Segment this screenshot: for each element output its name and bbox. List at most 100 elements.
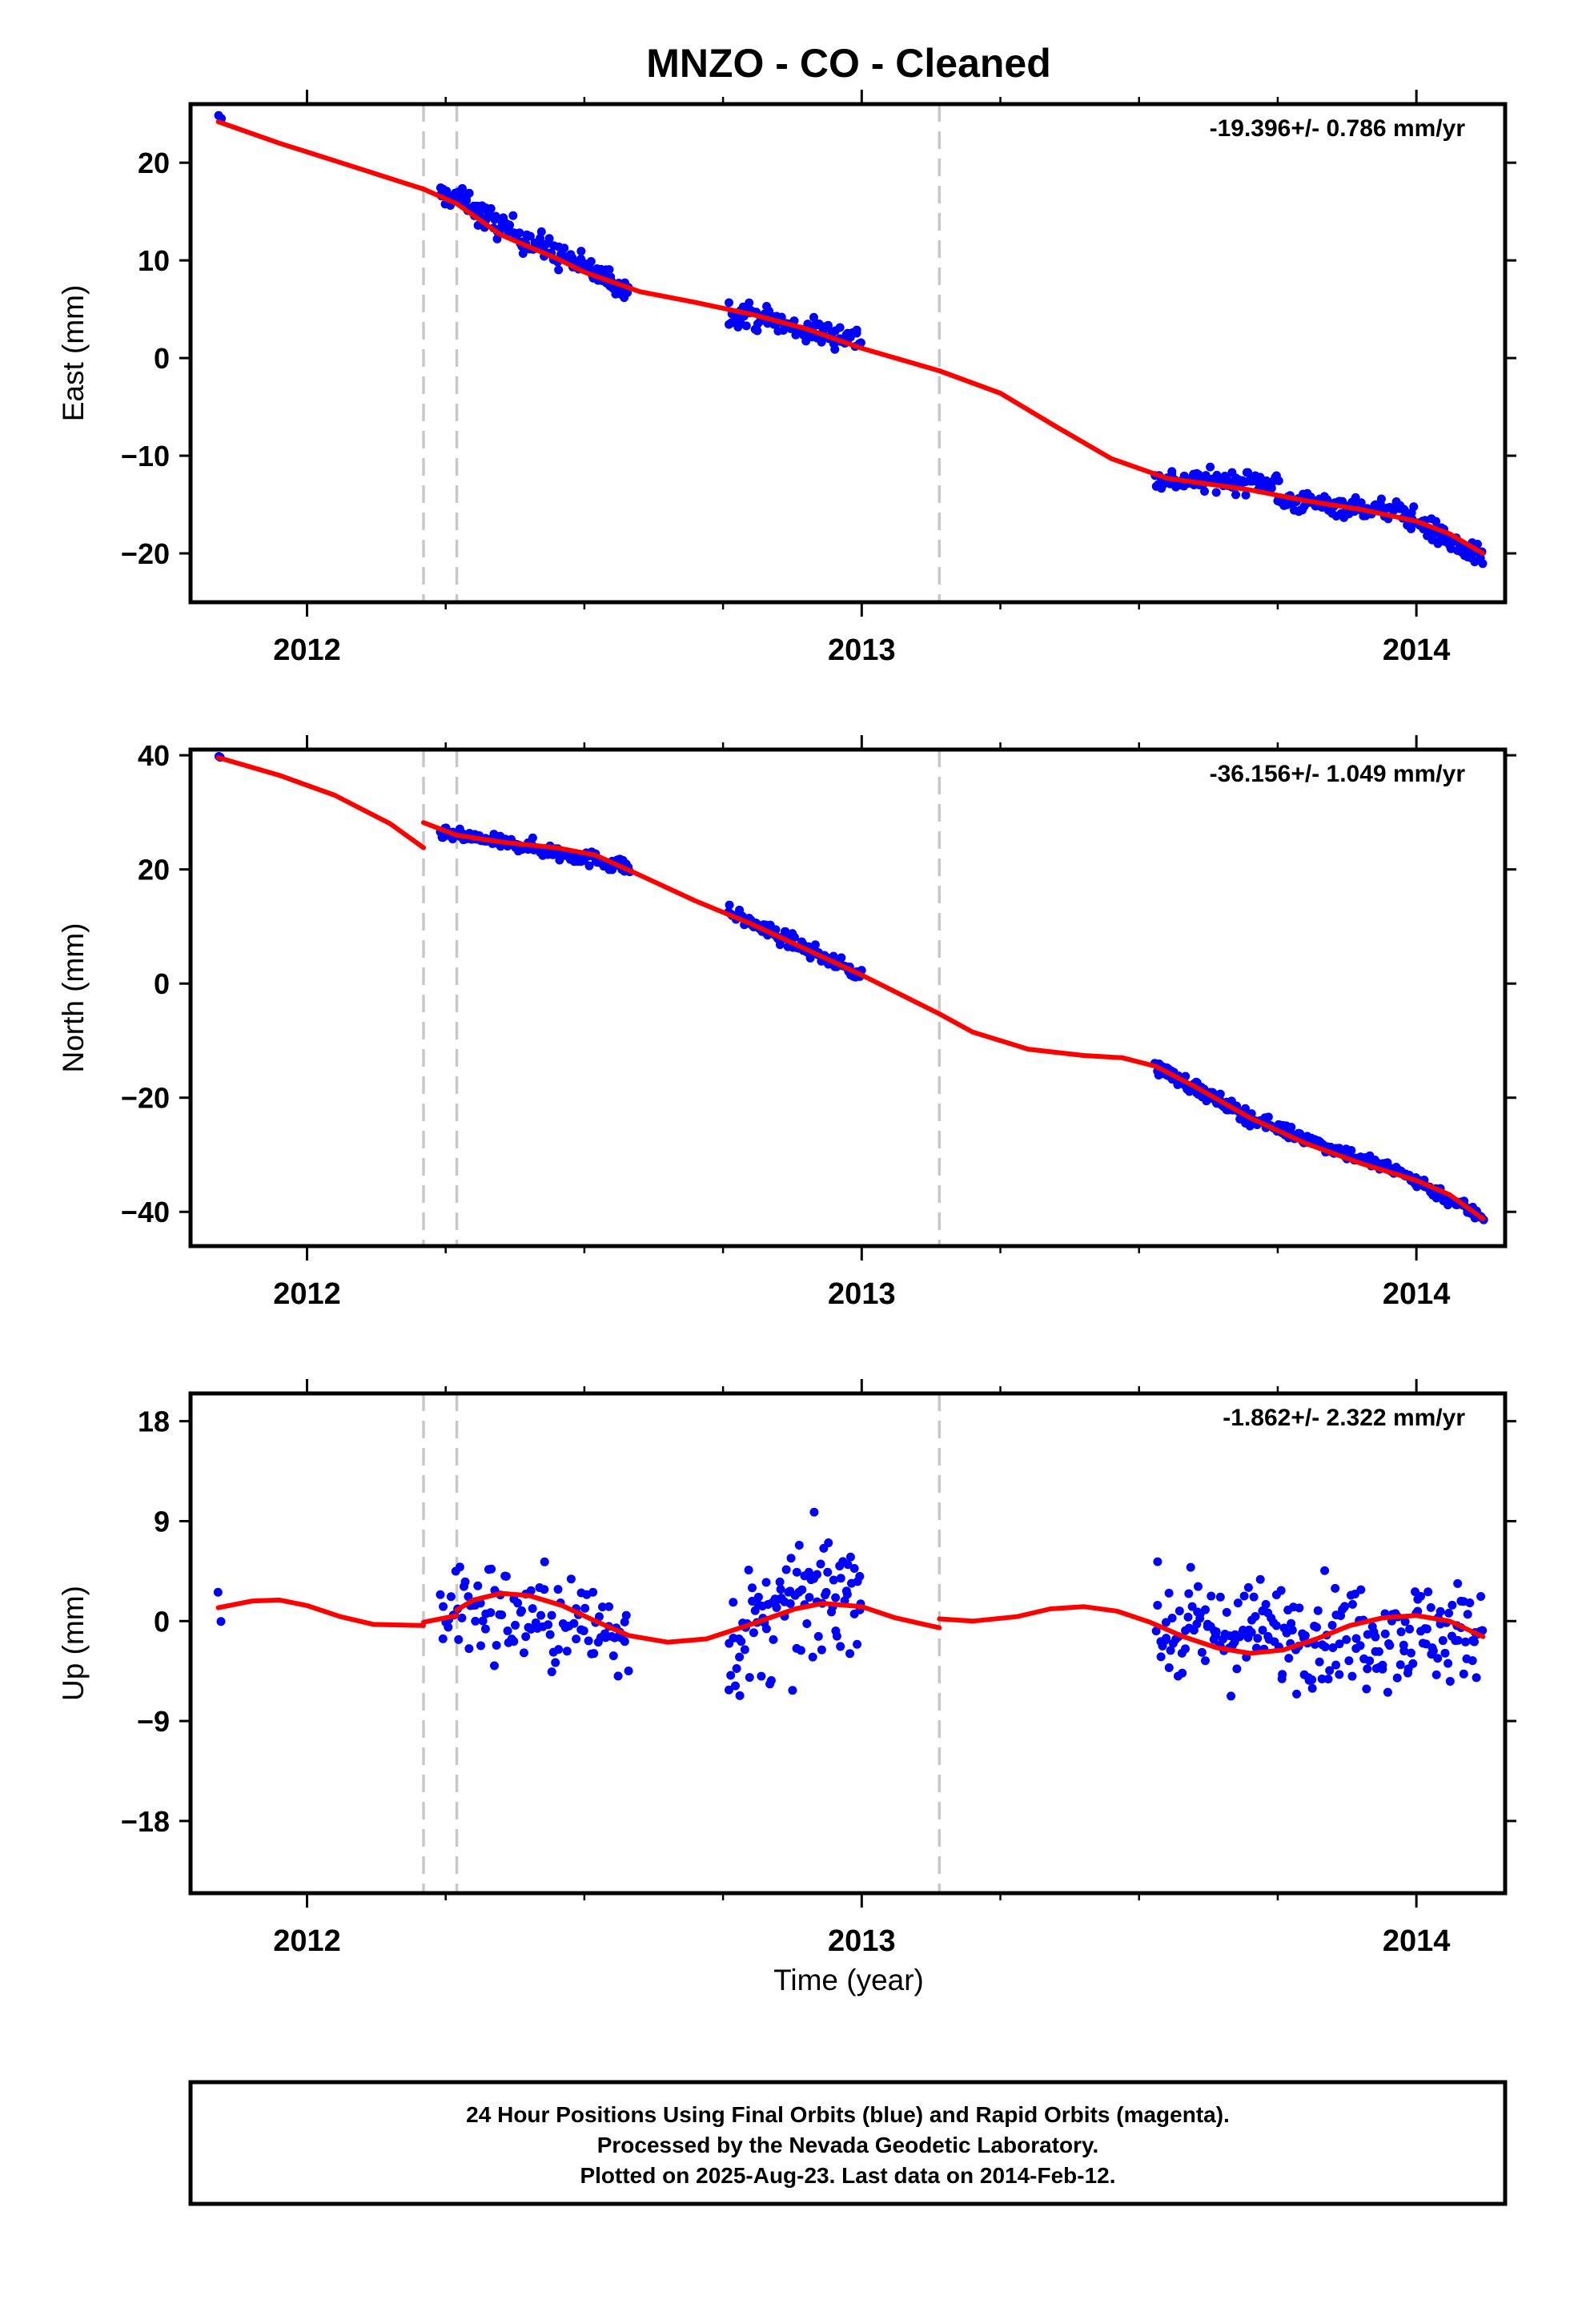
data-point [748,1583,757,1593]
data-point [1478,1626,1488,1635]
data-point [497,1610,507,1619]
data-point [842,1590,852,1599]
y-tick-label: −18 [121,1805,170,1838]
data-point [1164,1588,1174,1598]
data-point [1153,1557,1162,1566]
data-point [1249,1592,1259,1602]
data-point [1476,1592,1486,1602]
data-point [1426,1602,1435,1612]
data-points [213,1507,1488,1701]
data-point [489,1661,499,1671]
data-point [508,211,518,220]
data-point [1365,1656,1375,1666]
data-point [473,1581,483,1590]
data-point [1468,1656,1477,1666]
data-point [845,1552,855,1562]
data-point [725,298,734,308]
data-point [1186,1562,1195,1572]
data-point [526,1586,536,1595]
data-point [1233,1598,1243,1608]
data-point [725,1685,734,1695]
data-point [566,1574,576,1584]
data-point [487,1564,496,1574]
data-point [1193,1582,1203,1591]
data-point [464,188,474,198]
data-point [749,1628,758,1638]
data-point [509,1637,519,1647]
data-point [1200,486,1210,496]
data-point [1363,1664,1372,1674]
data-point [547,1667,556,1677]
data-point [1356,1585,1366,1594]
model-segment-0 [215,755,426,850]
data-point [1383,1687,1392,1697]
data-point [486,203,496,213]
rate-annotation: -36.156+/- 1.049 mm/yr [1210,761,1466,787]
data-point [843,1560,853,1570]
y-tick-label: −20 [121,1082,170,1115]
y-tick-label: 10 [138,244,170,277]
data-point [810,940,820,950]
data-point [1459,1669,1468,1679]
data-point [216,1617,226,1626]
data-point [1215,1592,1225,1602]
data-point [1239,1591,1249,1601]
data-point [745,1673,754,1683]
data-point [457,1613,467,1622]
data-point [1422,1624,1431,1634]
data-point [726,1671,736,1680]
model-segment-2 [454,201,942,373]
data-point [1251,1611,1260,1621]
data-point [1271,1621,1281,1630]
data-point [554,265,564,275]
data-point [837,953,846,963]
data-point [584,861,594,870]
data-point [501,1571,511,1581]
y-tick-label: 0 [154,967,170,1000]
north-panel: 40 20 0 −20 −40 2012 2013 2014 North (mm) -36.156… [57,735,1516,1311]
data-point [1276,1586,1286,1595]
data-point [620,1637,629,1647]
data-point [788,1686,797,1695]
data-point [849,1564,859,1574]
data-point [1347,1599,1357,1609]
data-point [540,1585,549,1594]
plot-frame [188,102,1508,605]
data-point [808,1652,817,1662]
data-point [480,1624,490,1634]
data-point [436,1590,445,1599]
data-point [735,1691,745,1700]
data-point [794,1541,804,1550]
model-segment-1 [421,1613,460,1625]
data-point [1400,1617,1410,1626]
data-point [455,1562,464,1572]
data-point [786,1554,796,1563]
data-point [1231,490,1241,500]
data-point [1463,1610,1472,1619]
y-axis-label: East (mm) [57,285,90,422]
data-point [1465,1598,1475,1608]
data-point [832,1631,841,1641]
data-point [769,1634,778,1644]
data-point [503,1626,512,1635]
data-point [511,1620,520,1630]
data-point [589,1649,599,1659]
data-point [1380,1629,1390,1638]
data-point [817,1645,826,1655]
data-point [1295,1603,1304,1613]
data-point [829,1575,838,1585]
data-point [1453,1578,1463,1588]
data-point [528,1604,537,1614]
data-point [831,1593,841,1602]
data-point [1335,1639,1344,1649]
data-point [836,1642,845,1651]
model-segment-1 [421,187,460,207]
data-point [446,1592,456,1602]
y-tick-label: −40 [121,1196,170,1228]
data-point [1399,1647,1409,1656]
data-point [569,1618,579,1628]
data-point [1312,1622,1322,1632]
model-segment-1 [421,820,460,838]
data-point [576,247,586,256]
data-point [588,1587,598,1597]
